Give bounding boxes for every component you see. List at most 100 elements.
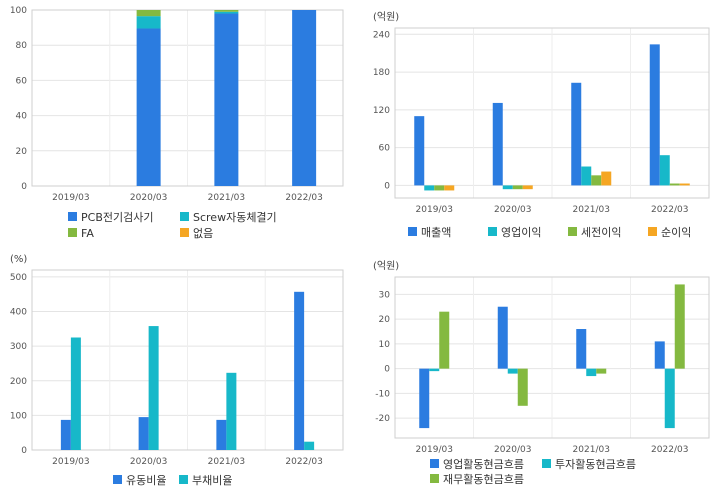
- bar: [659, 155, 670, 186]
- bar: [444, 185, 455, 191]
- y-tick-label: 30: [379, 290, 391, 300]
- bar: [214, 11, 239, 14]
- x-tick-label: 2021/03: [208, 193, 245, 203]
- bar: [226, 372, 237, 450]
- y-tick-label: 20: [379, 315, 391, 325]
- y-tick-label: 60: [16, 76, 28, 86]
- y-tick-label: 80: [16, 41, 28, 51]
- bar: [507, 368, 518, 374]
- bar: [292, 10, 317, 186]
- legend-label: 세전이익: [581, 226, 621, 239]
- y-tick-label: 0: [21, 446, 27, 456]
- y-tick-label: 0: [21, 182, 27, 192]
- y-tick-label: 200: [10, 377, 27, 387]
- legend-label: 영업이익: [501, 226, 541, 239]
- bar: [601, 171, 612, 186]
- y-tick-label: 400: [10, 308, 27, 318]
- legend-label: PCB전기검사기: [81, 211, 153, 224]
- bar: [591, 175, 602, 186]
- bar: [136, 10, 161, 17]
- legend-label: 영업활동현금흐름: [443, 457, 524, 471]
- x-tick-label: 2020/03: [130, 193, 167, 203]
- legend-swatch: [488, 227, 497, 236]
- legend-label: Screw자동체결기: [193, 211, 277, 224]
- y-tick-label: 0: [384, 181, 390, 191]
- y-tick-label: 0: [384, 365, 390, 375]
- unit-label: (억원): [373, 11, 399, 23]
- legend-swatch: [113, 475, 122, 484]
- y-tick-label: 20: [16, 147, 28, 157]
- legend-label: 없음: [193, 227, 213, 240]
- y-tick-label: 100: [10, 6, 27, 16]
- bar: [679, 183, 690, 186]
- bar: [674, 284, 685, 369]
- legend-label: 매출액: [421, 226, 451, 239]
- bar: [60, 419, 71, 450]
- x-tick-label: 2020/03: [130, 457, 167, 467]
- legend-swatch: [648, 227, 657, 236]
- bar: [492, 102, 503, 186]
- legend-label: 재무활동현금흐름: [443, 472, 524, 486]
- bar: [649, 44, 660, 186]
- x-tick-label: 2022/03: [651, 445, 688, 455]
- bar: [214, 10, 239, 12]
- y-tick-label: 120: [373, 106, 390, 116]
- bar: [419, 368, 430, 429]
- x-tick-label: 2019/03: [416, 445, 453, 455]
- y-tick-label: -20: [375, 414, 390, 424]
- x-tick-label: 2022/03: [651, 205, 688, 215]
- x-tick-label: 2019/03: [52, 193, 89, 203]
- bar: [136, 16, 161, 29]
- bar: [654, 341, 665, 369]
- unit-label: (억원): [373, 260, 399, 272]
- x-tick-label: 2022/03: [285, 193, 322, 203]
- bar: [439, 311, 450, 369]
- y-tick-label: 60: [379, 144, 391, 154]
- bar: [214, 13, 239, 186]
- y-tick-label: 180: [373, 68, 390, 78]
- legend-swatch: [180, 228, 189, 237]
- x-tick-label: 2020/03: [494, 445, 531, 455]
- legend-swatch: [542, 459, 551, 468]
- legend: 유동비율 부채비율: [113, 474, 232, 487]
- bar: [136, 28, 161, 187]
- legend-swatch: [568, 227, 577, 236]
- bar: [502, 185, 513, 190]
- legend-swatch: [430, 474, 439, 483]
- plot-frame: [31, 269, 344, 451]
- x-tick-label: 2021/03: [573, 445, 610, 455]
- bar: [522, 185, 533, 190]
- bar: [148, 326, 159, 450]
- x-tick-label: 2020/03: [494, 205, 531, 215]
- chart-3: (%) 0 100 200 300 400 500 2019/03 2020/03 2021/03…: [10, 254, 344, 487]
- legend-label: 부채비율: [192, 474, 232, 487]
- legend-swatch: [179, 475, 188, 484]
- plot-frame: [394, 27, 710, 199]
- x-tick-label: 2021/03: [208, 457, 245, 467]
- y-tick-label: 40: [16, 112, 28, 122]
- bar: [664, 368, 675, 429]
- legend-swatch: [68, 228, 77, 237]
- bar: [497, 306, 508, 369]
- legend-label: 유동비율: [126, 474, 166, 487]
- legend-label: 순이익: [661, 226, 691, 239]
- bar: [304, 441, 315, 450]
- x-tick-label: 2019/03: [416, 205, 453, 215]
- x-tick-label: 2021/03: [573, 205, 610, 215]
- legend: PCB전기검사기 Screw자동체결기 FA 없음: [68, 211, 277, 240]
- bar: [517, 368, 528, 406]
- legend-swatch: [408, 227, 417, 236]
- chart-2: (억원) 0 60 120 180 240 2019/03 2020/03 2021/03 202…: [373, 11, 710, 239]
- bar: [434, 185, 445, 191]
- bar: [70, 337, 81, 450]
- legend-label: 투자활동현금흐름: [555, 457, 636, 471]
- chart-4: (억원) -20 -10 0 10 20 30 2019/03 2020/03 2021/03 20…: [373, 260, 710, 486]
- bar: [571, 82, 582, 186]
- x-tick-label: 2019/03: [52, 457, 89, 467]
- y-tick-label: 10: [379, 340, 391, 350]
- chart-1: 0 20 40 60 80 100 2019/03 2020/03 2021/03 2022/03…: [10, 6, 344, 240]
- bar: [669, 183, 680, 186]
